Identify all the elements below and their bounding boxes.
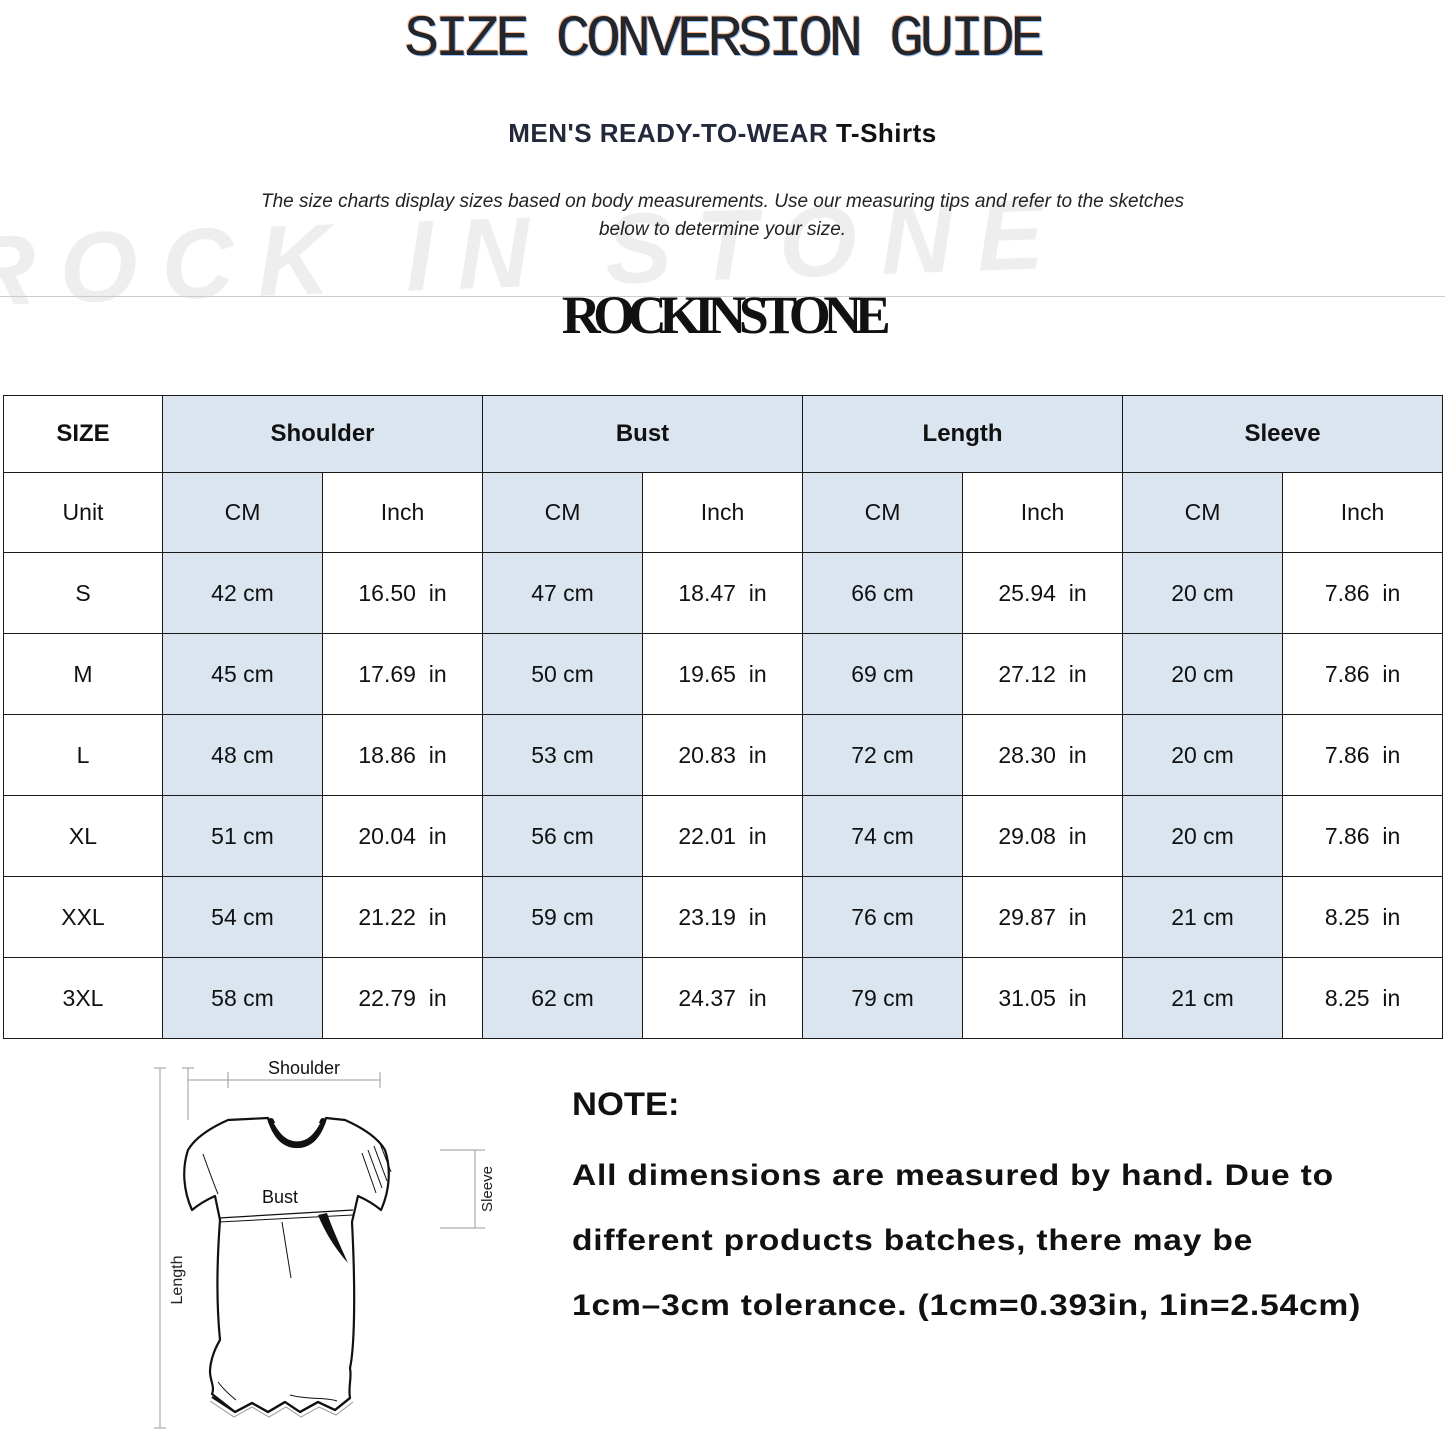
svg-text:Bust: Bust xyxy=(262,1187,298,1207)
svg-text:Length: Length xyxy=(169,1256,186,1305)
svg-text:Sleeve: Sleeve xyxy=(479,1166,496,1212)
svg-text:Shoulder: Shoulder xyxy=(268,1058,340,1078)
